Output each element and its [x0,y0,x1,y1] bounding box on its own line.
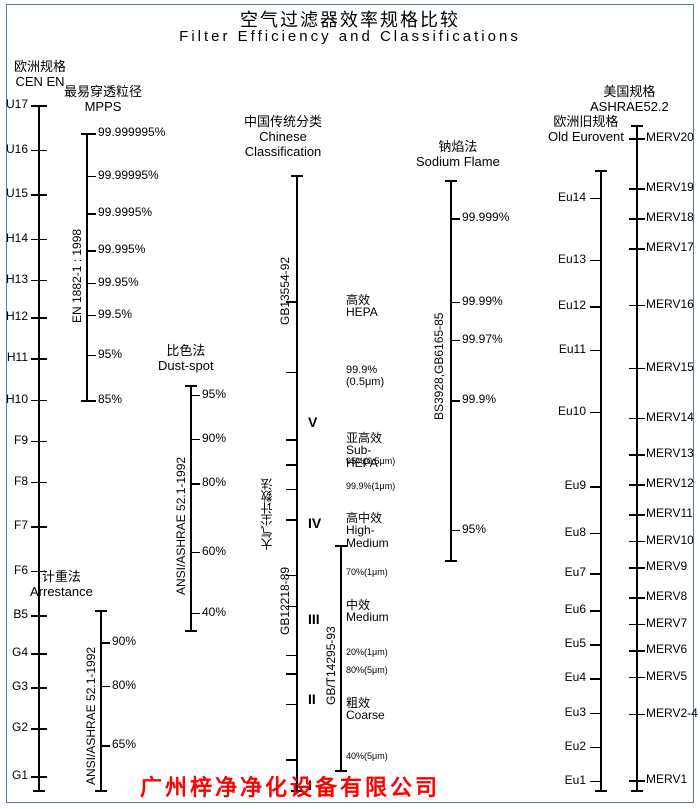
label: 99.9% [346,365,446,377]
col-header-mpps: 最易穿透粒径MPPS [64,85,142,115]
label: 99.999995% [98,126,198,139]
label: 99.999% [462,211,562,224]
label: G1 [0,769,28,782]
label: MERV11 [646,507,700,520]
label: Eu7 [506,566,586,579]
axis-sf [450,180,452,560]
label: Eu11 [506,343,586,356]
label: Eu12 [506,299,586,312]
label: MERV6 [646,643,700,656]
col-header-sf: 钠焰法Sodium Flame [416,140,500,170]
std-arr: ANSI/ASHRAE 52.1-1992 [84,615,98,785]
label: Eu2 [506,740,586,753]
label: 90% [112,635,212,648]
label: MERV9 [646,560,700,573]
label: 99.95% [98,276,198,289]
label: H10 [0,393,28,406]
label: 99.9%(1μm) [346,482,446,491]
std-sf: BS3928,GB6165-85 [432,220,446,420]
label: MERV17 [646,241,700,254]
label: G2 [0,721,28,734]
col-header-cn_outer: 中国传统分类ChineseClassification [244,115,322,160]
std-mpps: EN 1882-1 : 1998 [70,153,84,323]
label: MERV19 [646,181,700,194]
label: Eu13 [506,253,586,266]
label: MERV2-4 [646,707,700,720]
label: B5 [0,608,28,621]
label: 65% [112,738,212,751]
label: MERV7 [646,617,700,630]
label: MERV16 [646,298,700,311]
label: G4 [0,646,28,659]
label: 99.5% [98,308,198,321]
label: Eu10 [506,405,586,418]
label: Eu5 [506,637,586,650]
label: 99.9995% [98,206,198,219]
roman: IV [308,515,321,531]
axis-ash [636,125,638,790]
roman: V [308,414,317,430]
label: 95% [98,348,198,361]
label: MERV14 [646,411,700,424]
axis-cn-inner [340,545,342,770]
label: Eu8 [506,526,586,539]
watermark: 广州梓净净化设备有限公司 [140,770,440,802]
label: H12 [0,310,28,323]
label: 90% [202,432,302,445]
label: 99.995% [98,243,198,256]
cn-count-label: 大气尘计数法 [258,420,275,550]
label: 70%(1μm) [346,568,446,577]
roman: II [308,691,316,707]
label: 20%(1μm) [346,648,446,657]
col-header-eurov: 欧洲旧规格Old Eurovent [548,115,624,145]
label: G3 [0,680,28,693]
col-header-cen: 欧洲规格CEN EN [14,60,66,90]
label: Eu4 [506,671,586,684]
roman: III [308,611,320,627]
std-cn-inner: GB/T14295-93 [324,555,338,705]
label: 80% [112,679,212,692]
label: MERV15 [646,361,700,374]
label: MERV8 [646,590,700,603]
axis-mpps [86,133,88,400]
label: F8 [0,475,28,488]
label: H11 [0,351,28,364]
label: H13 [0,273,28,286]
label: U15 [0,187,28,200]
label: 80%(5μm) [346,666,446,675]
label: U16 [0,143,28,156]
label: F6 [0,564,28,577]
label: Eu9 [506,479,586,492]
label: MERV1 [646,773,700,786]
label: MERV18 [646,211,700,224]
label: Eu3 [506,706,586,719]
label: U17 [0,98,28,111]
label: Eu1 [506,774,586,787]
label: MERV5 [646,670,700,683]
label: 80% [202,476,302,489]
label: MERV20 [646,131,700,144]
label: Eu6 [506,603,586,616]
label: F9 [0,434,28,447]
label: 40%(5μm) [346,752,446,761]
std-cn_outer: GB13554-92 [278,195,292,325]
std-dust: ANSI/ASHRAE 52.1-1992 [174,395,188,595]
label: H14 [0,232,28,245]
axis-arr [100,610,102,790]
label: MERV13 [646,447,700,460]
label: 99.99995% [98,169,198,182]
label: 95%(0.5μm) [346,457,446,466]
label: MERV12 [646,477,700,490]
col-header-ash: 美国规格ASHRAE52.2 [590,85,669,115]
label: 95% [202,388,302,401]
title-en: Filter Efficiency and Classifications [0,28,700,45]
label: F7 [0,519,28,532]
axis-cn_outer [296,175,298,790]
label: Eu14 [506,191,586,204]
label: MERV10 [646,534,700,547]
axis-eurov [600,170,602,790]
axis-dust [190,385,192,630]
